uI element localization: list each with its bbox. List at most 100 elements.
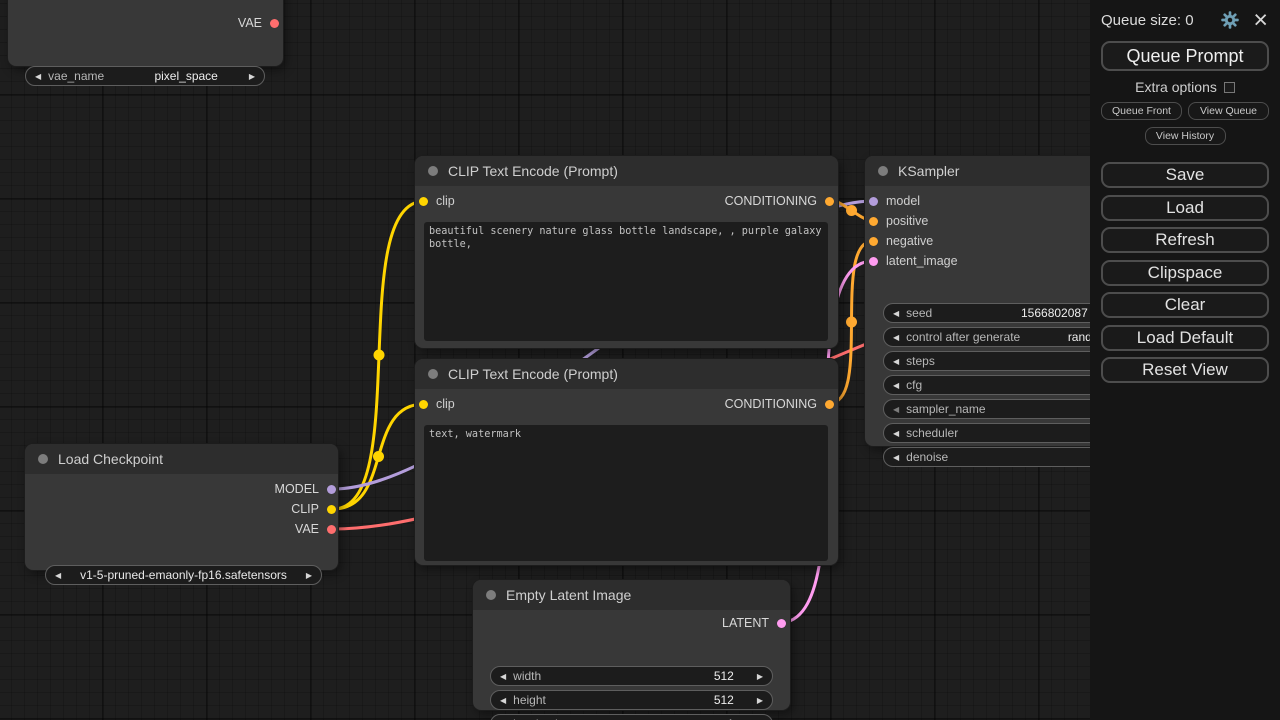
settings-gear-icon[interactable]: [1220, 10, 1240, 30]
vae-output-dot[interactable]: [270, 18, 279, 28]
latent-output-dot[interactable]: [777, 618, 786, 628]
refresh-button[interactable]: Refresh: [1101, 227, 1269, 253]
view-history-button[interactable]: View History: [1144, 127, 1226, 145]
output-label: CONDITIONING: [724, 194, 817, 208]
widget-value: 512: [713, 693, 734, 707]
prompt-textarea[interactable]: beautiful scenery nature glass bottle la…: [424, 222, 828, 341]
conditioning-output-dot[interactable]: [825, 196, 834, 206]
queue-front-button[interactable]: Queue Front: [1101, 102, 1182, 120]
latent-image-input-dot[interactable]: [869, 256, 878, 266]
link-dot[interactable]: [846, 205, 857, 216]
save-button[interactable]: Save: [1101, 162, 1269, 188]
extra-options-checkbox[interactable]: [1223, 81, 1235, 93]
close-icon[interactable]: ×: [1253, 6, 1268, 34]
node-clip-text-encode-negative[interactable]: CLIP Text Encode (Prompt) clip CONDITION…: [415, 359, 838, 565]
node-title-bar[interactable]: Empty Latent Image: [473, 580, 790, 610]
prev-arrow-icon[interactable]: ◀: [893, 428, 900, 438]
denoise-widget[interactable]: ◀ denoise ▶: [883, 447, 1147, 467]
collapse-dot-icon[interactable]: [428, 369, 438, 379]
node-clip-text-encode-positive[interactable]: CLIP Text Encode (Prompt) clip CONDITION…: [415, 156, 838, 348]
clip-input-dot[interactable]: [419, 399, 428, 409]
node-title: CLIP Text Encode (Prompt): [448, 163, 618, 179]
conditioning-output-dot[interactable]: [825, 399, 834, 409]
output-slot-vae: VAE: [25, 519, 338, 539]
prev-arrow-icon[interactable]: ◀: [893, 308, 900, 318]
node-title: Empty Latent Image: [506, 587, 632, 603]
clip-output-dot[interactable]: [327, 504, 336, 514]
node-empty-latent-image[interactable]: Empty Latent Image LATENT ◀ width 512 ▶ …: [473, 580, 790, 720]
widget-label: steps: [906, 354, 935, 368]
collapse-dot-icon[interactable]: [878, 166, 888, 176]
widget-label: control after generate: [906, 330, 1021, 344]
link-dot[interactable]: [373, 349, 385, 361]
next-arrow-icon[interactable]: ▶: [248, 71, 255, 81]
load-default-button[interactable]: Load Default: [1101, 324, 1269, 351]
node-title: Load Checkpoint: [58, 451, 164, 467]
output-slot-conditioning: CONDITIONING: [725, 194, 834, 208]
model-output-dot[interactable]: [327, 484, 336, 494]
node-title-bar[interactable]: Load Checkpoint: [25, 444, 338, 474]
input-slot-negative: negative: [865, 231, 1165, 251]
prev-arrow-icon[interactable]: ◀: [893, 380, 900, 390]
prev-arrow-icon[interactable]: ◀: [35, 71, 42, 81]
output-label: MODEL: [274, 482, 319, 496]
node-vae-loader[interactable]: VAE ◀ vae_name pixel_space ▶: [8, 0, 283, 86]
negative-input-dot[interactable]: [869, 236, 878, 246]
prev-arrow-icon[interactable]: ◀: [55, 570, 62, 580]
widget-label: denoise: [906, 450, 949, 464]
width-widget[interactable]: ◀ width 512 ▶: [490, 666, 773, 686]
prev-arrow-icon[interactable]: ◀: [893, 332, 900, 342]
queue-prompt-button[interactable]: Queue Prompt: [1101, 41, 1269, 71]
prompt-textarea[interactable]: text, watermark: [424, 425, 828, 561]
link-dot[interactable]: [846, 316, 857, 328]
sampler-name-widget[interactable]: ◀ sampler_name ▶: [883, 399, 1147, 419]
input-slot-clip: clip: [419, 194, 455, 208]
widget-label: scheduler: [906, 426, 959, 440]
model-input-dot[interactable]: [869, 196, 878, 206]
ckpt-name-widget[interactable]: ◀ v1-5-pruned-emaonly-fp16.safetensors ▶: [45, 565, 322, 585]
load-button[interactable]: Load: [1101, 194, 1269, 221]
next-arrow-icon[interactable]: ▶: [756, 671, 763, 681]
collapse-dot-icon[interactable]: [428, 166, 438, 176]
output-label: VAE: [294, 522, 319, 536]
output-label: LATENT: [722, 616, 769, 630]
prev-arrow-icon[interactable]: ◀: [500, 671, 507, 681]
node-load-checkpoint[interactable]: Load Checkpoint MODEL CLIP VAE ◀ v1-5-pr…: [25, 444, 338, 585]
widget-label: batch_size: [513, 717, 570, 720]
vae-name-widget[interactable]: ◀ vae_name pixel_space ▶: [25, 66, 265, 86]
node-title: CLIP Text Encode (Prompt): [448, 366, 618, 382]
collapse-dot-icon[interactable]: [38, 454, 48, 464]
prev-arrow-icon[interactable]: ◀: [893, 356, 900, 366]
steps-widget[interactable]: ◀ steps ▶: [883, 351, 1147, 371]
input-slot-model: model: [865, 191, 1165, 211]
node-title-bar[interactable]: CLIP Text Encode (Prompt): [415, 156, 838, 186]
clip-input-dot[interactable]: [419, 196, 428, 206]
input-slot-latent-image: latent_image: [865, 251, 1165, 271]
clipspace-button[interactable]: Clipspace: [1101, 259, 1269, 286]
comfy-menu-panel: Queue size: 0 × Queue Prompt Extra optio…: [1090, 0, 1280, 720]
next-arrow-icon[interactable]: ▶: [305, 570, 312, 580]
output-label: VAE: [237, 16, 262, 30]
widget-value: 512: [713, 669, 734, 683]
next-arrow-icon[interactable]: ▶: [756, 695, 763, 705]
collapse-dot-icon[interactable]: [486, 590, 496, 600]
clear-button[interactable]: Clear: [1101, 292, 1269, 318]
height-widget[interactable]: ◀ height 512 ▶: [490, 690, 773, 710]
output-slot-latent: LATENT: [473, 613, 790, 633]
positive-input-dot[interactable]: [869, 216, 878, 226]
prev-arrow-icon[interactable]: ◀: [500, 695, 507, 705]
input-label: clip: [436, 397, 455, 411]
view-queue-button[interactable]: View Queue: [1188, 102, 1269, 120]
prev-arrow-icon[interactable]: ◀: [893, 452, 900, 462]
input-slot-positive: positive: [865, 211, 1165, 231]
batch-size-widget[interactable]: ◀ batch_size 1 ▶: [490, 714, 773, 720]
reset-view-button[interactable]: Reset View: [1101, 357, 1269, 383]
scheduler-widget[interactable]: ◀ scheduler ▶: [883, 423, 1147, 443]
vae-output-dot[interactable]: [327, 524, 336, 534]
node-title-bar[interactable]: CLIP Text Encode (Prompt): [415, 359, 838, 389]
output-slot-conditioning: CONDITIONING: [725, 397, 834, 411]
link-dot[interactable]: [373, 451, 384, 462]
widget-value: 1: [727, 717, 734, 720]
prev-arrow-icon[interactable]: ◀: [893, 404, 900, 414]
